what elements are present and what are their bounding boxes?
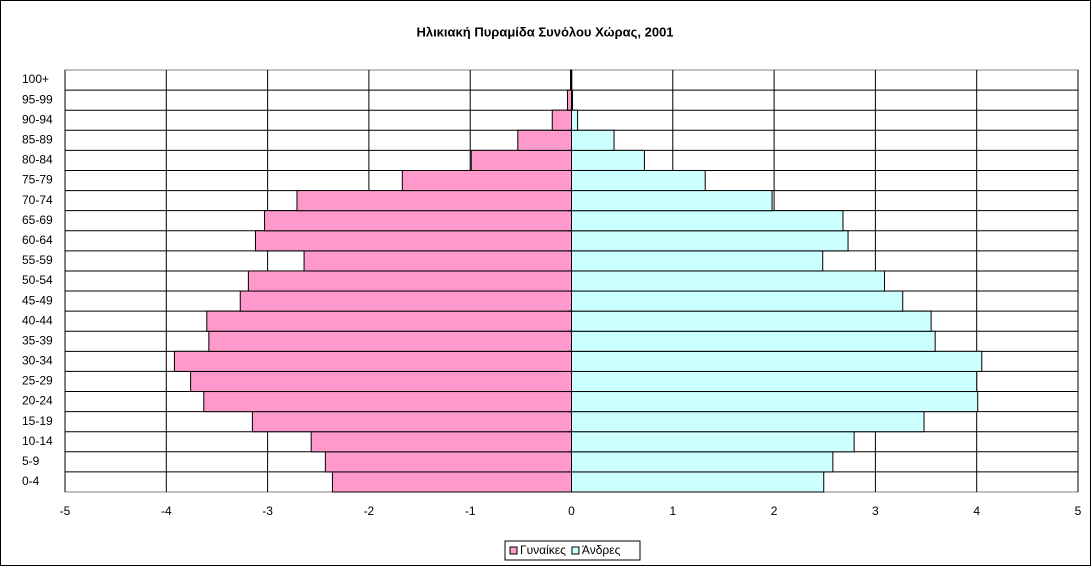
y-tick-label: 85-89	[22, 133, 53, 147]
bar	[470, 149, 573, 171]
bar	[296, 190, 572, 212]
bar	[571, 370, 978, 393]
legend-swatch	[509, 546, 518, 555]
bar	[239, 290, 572, 312]
x-tick-label: 3	[872, 504, 879, 518]
bar	[173, 350, 573, 372]
y-tick-label: 70-74	[22, 193, 53, 207]
bar	[571, 451, 834, 473]
bar	[571, 190, 773, 212]
y-tick-label: 30-34	[22, 354, 53, 368]
bar	[571, 129, 615, 151]
y-tick-label: 20-24	[22, 394, 53, 408]
bar	[571, 290, 904, 312]
y-tick-label: 0-4	[22, 474, 40, 488]
bar	[571, 350, 983, 372]
y-tick-label: 60-64	[22, 233, 53, 247]
x-tick-label: -2	[364, 504, 375, 518]
y-tick-label: 15-19	[22, 414, 53, 428]
bar	[190, 370, 572, 393]
legend-label: Άνδρες	[582, 543, 621, 557]
y-tick-label: 50-54	[22, 273, 53, 287]
y-tick-label: 65-69	[22, 213, 53, 227]
y-tick-label: 25-29	[22, 374, 53, 388]
bar	[401, 169, 573, 192]
chart-title: Ηλικιακή Πυραμίδα Συνόλου Χώρας, 2001	[416, 24, 673, 39]
bar	[571, 210, 844, 232]
bar	[254, 230, 572, 252]
x-tick-label: 2	[771, 504, 778, 518]
x-tick-label: -3	[262, 504, 273, 518]
bar	[303, 250, 572, 272]
bar	[251, 411, 572, 433]
x-tick-label: -1	[465, 504, 476, 518]
x-tick-label: 1	[669, 504, 676, 518]
legend-label: Γυναίκες	[520, 543, 566, 557]
legend-swatch	[571, 546, 580, 555]
y-tick-label: 75-79	[22, 173, 53, 187]
bar	[571, 149, 645, 171]
bar	[247, 270, 572, 292]
bar	[208, 330, 572, 352]
y-tick-label: 90-94	[22, 112, 53, 126]
y-tick-label: 95-99	[22, 92, 53, 106]
x-tick-label: 0	[568, 504, 575, 518]
bar	[571, 109, 579, 131]
bar	[566, 89, 572, 111]
bar	[571, 169, 706, 192]
bar	[206, 310, 572, 332]
x-tick-label: 5	[1075, 504, 1082, 518]
y-tick-label: 80-84	[22, 153, 53, 167]
bar	[571, 471, 825, 493]
y-tick-label: 55-59	[22, 253, 53, 267]
y-tick-label: 5-9	[22, 454, 40, 468]
bar	[571, 391, 979, 413]
y-tick-label: 10-14	[22, 434, 53, 448]
bar	[571, 310, 932, 332]
bar	[571, 330, 936, 352]
bar	[571, 431, 855, 453]
y-tick-label: 45-49	[22, 293, 53, 307]
bar	[264, 210, 572, 232]
x-tick-label: -5	[60, 504, 71, 518]
x-tick-label: -4	[161, 504, 172, 518]
bar	[517, 129, 572, 151]
y-tick-label: 100+	[22, 72, 49, 86]
bar	[310, 431, 572, 453]
bar	[571, 230, 849, 252]
y-tick-label: 35-39	[22, 333, 53, 347]
bar	[324, 451, 572, 473]
bar	[203, 391, 572, 413]
bar	[331, 471, 572, 493]
bar	[551, 109, 572, 131]
x-tick-label: 4	[973, 504, 980, 518]
y-tick-label: 40-44	[22, 313, 53, 327]
bar	[571, 250, 824, 272]
bar	[571, 411, 925, 433]
bar	[571, 270, 886, 292]
